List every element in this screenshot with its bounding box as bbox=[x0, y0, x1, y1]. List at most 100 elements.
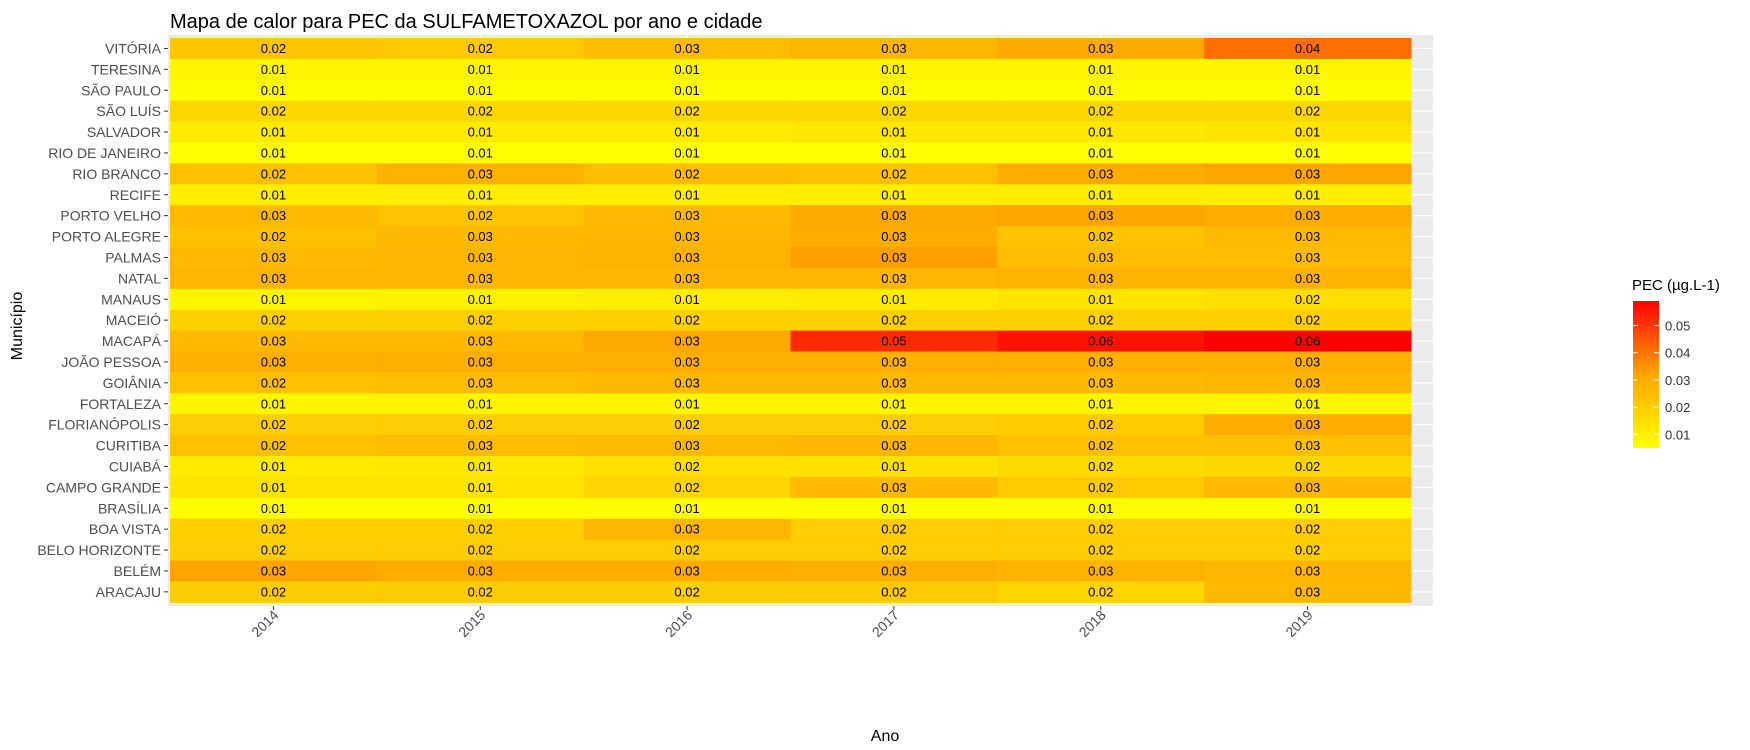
cell-value-label: 0.02 bbox=[1088, 459, 1113, 474]
cell-value-label: 0.01 bbox=[1295, 501, 1320, 516]
cell-value-label: 0.01 bbox=[881, 292, 906, 307]
heatmap-cell bbox=[376, 38, 585, 60]
heatmap-cell bbox=[1204, 372, 1412, 394]
y-tick-label: SALVADOR bbox=[87, 124, 161, 140]
heatmap-cell bbox=[790, 560, 998, 582]
heatmap-cell bbox=[997, 518, 1205, 541]
x-axis: 2014 2015 2016 2017 2018 2019 bbox=[248, 606, 1316, 640]
cell-value-label: 0.02 bbox=[674, 313, 699, 328]
cell-value-label: 0.02 bbox=[261, 375, 286, 390]
heatmap-cell bbox=[790, 456, 998, 478]
heatmap-cell bbox=[790, 226, 998, 248]
cell-value-label: 0.03 bbox=[1088, 354, 1113, 369]
heatmap-cell bbox=[376, 121, 585, 144]
y-tick-label: CUIABÁ bbox=[109, 458, 162, 474]
cell-value-label: 0.03 bbox=[1295, 375, 1320, 390]
heatmap-cell bbox=[170, 518, 378, 541]
y-tick-label: PALMAS bbox=[105, 249, 161, 265]
heatmap-cell bbox=[1204, 226, 1412, 248]
heatmap-cell bbox=[1204, 288, 1412, 311]
heatmap-cell bbox=[1204, 267, 1412, 290]
cell-value-label: 0.02 bbox=[881, 166, 906, 181]
y-tick-label: MACAPÁ bbox=[102, 333, 162, 349]
heatmap-cell bbox=[583, 539, 792, 562]
heatmap-cell bbox=[997, 184, 1205, 206]
cell-value-label: 0.03 bbox=[1295, 229, 1320, 244]
cell-value-label: 0.02 bbox=[674, 480, 699, 495]
heatmap-cell bbox=[170, 247, 378, 269]
heatmap-cell bbox=[170, 100, 378, 123]
heatmap-cell bbox=[170, 330, 378, 353]
cell-value-label: 0.02 bbox=[881, 313, 906, 328]
cell-value-label: 0.02 bbox=[881, 104, 906, 119]
y-tick-label: SÃO LUÍS bbox=[96, 103, 161, 119]
legend-title: PEC (µg.L-1) bbox=[1632, 277, 1720, 294]
heatmap-cell bbox=[790, 288, 998, 311]
cell-value-label: 0.03 bbox=[261, 208, 286, 223]
heatmap-cell bbox=[583, 518, 792, 541]
cell-value-label: 0.01 bbox=[1295, 145, 1320, 160]
heatmap-cell bbox=[790, 330, 998, 353]
heatmap-cell bbox=[376, 309, 585, 332]
cell-value-label: 0.01 bbox=[261, 396, 286, 411]
heatmap-cell bbox=[376, 581, 585, 603]
cell-value-label: 0.01 bbox=[1088, 62, 1113, 77]
cell-value-label: 0.02 bbox=[881, 522, 906, 537]
cell-value-label: 0.03 bbox=[881, 438, 906, 453]
y-tick-label: GOIÂNIA bbox=[103, 375, 162, 391]
cell-value-label: 0.02 bbox=[468, 313, 493, 328]
heatmap-cell bbox=[790, 497, 998, 520]
cell-value-label: 0.03 bbox=[881, 208, 906, 223]
heatmap-cell bbox=[376, 288, 585, 311]
cell-value-label: 0.01 bbox=[468, 292, 493, 307]
heatmap-cell bbox=[170, 288, 378, 311]
heatmap-cell bbox=[997, 497, 1205, 520]
heatmap-cell bbox=[790, 267, 998, 290]
heatmap-cell bbox=[790, 163, 998, 185]
cell-value-label: 0.03 bbox=[468, 438, 493, 453]
cell-value-label: 0.03 bbox=[881, 480, 906, 495]
heatmap-cell bbox=[170, 435, 378, 457]
y-tick-label: ARACAJU bbox=[96, 584, 161, 600]
x-tick-label: 2017 bbox=[869, 607, 902, 640]
cell-value-label: 0.01 bbox=[674, 62, 699, 77]
heatmap-cell bbox=[583, 163, 792, 185]
cell-value-label: 0.03 bbox=[881, 250, 906, 265]
heatmap-cell bbox=[376, 267, 585, 290]
cell-value-label: 0.06 bbox=[1295, 334, 1320, 349]
heatmap-cell bbox=[170, 456, 378, 478]
heatmap-cell bbox=[997, 121, 1205, 144]
cell-value-label: 0.03 bbox=[468, 334, 493, 349]
heatmap-cell bbox=[376, 497, 585, 520]
legend-tick-label: 0.01 bbox=[1665, 427, 1690, 442]
heatmap-cell bbox=[1204, 539, 1412, 562]
heatmap-cell bbox=[583, 142, 792, 164]
heatmap-cell bbox=[1204, 351, 1412, 373]
cell-value-label: 0.02 bbox=[1088, 229, 1113, 244]
heatmap-cell bbox=[376, 330, 585, 353]
cell-value-label: 0.03 bbox=[468, 229, 493, 244]
heatmap-cell bbox=[583, 121, 792, 144]
y-tick-label: BELÉM bbox=[114, 563, 161, 579]
heatmap-cell bbox=[1204, 581, 1412, 603]
heatmap-cell bbox=[997, 163, 1205, 185]
heatmap-cell bbox=[1204, 79, 1412, 102]
heatmap-cell bbox=[790, 435, 998, 457]
cell-value-label: 0.03 bbox=[1088, 375, 1113, 390]
cell-value-label: 0.03 bbox=[881, 41, 906, 56]
cell-value-label: 0.01 bbox=[1088, 83, 1113, 98]
heatmap-cell bbox=[997, 560, 1205, 582]
y-tick-label: SÃO PAULO bbox=[81, 82, 161, 98]
cell-value-label: 0.01 bbox=[468, 62, 493, 77]
cell-value-label: 0.03 bbox=[1295, 563, 1320, 578]
y-tick-label: BRASÍLIA bbox=[98, 500, 162, 516]
cell-value-label: 0.01 bbox=[261, 459, 286, 474]
heatmap-cell bbox=[790, 38, 998, 60]
cell-value-label: 0.01 bbox=[674, 187, 699, 202]
heatmap-cell bbox=[583, 288, 792, 311]
cell-value-label: 0.03 bbox=[468, 166, 493, 181]
cell-value-label: 0.02 bbox=[261, 438, 286, 453]
heatmap-cell bbox=[583, 205, 792, 227]
cell-value-label: 0.05 bbox=[881, 334, 906, 349]
